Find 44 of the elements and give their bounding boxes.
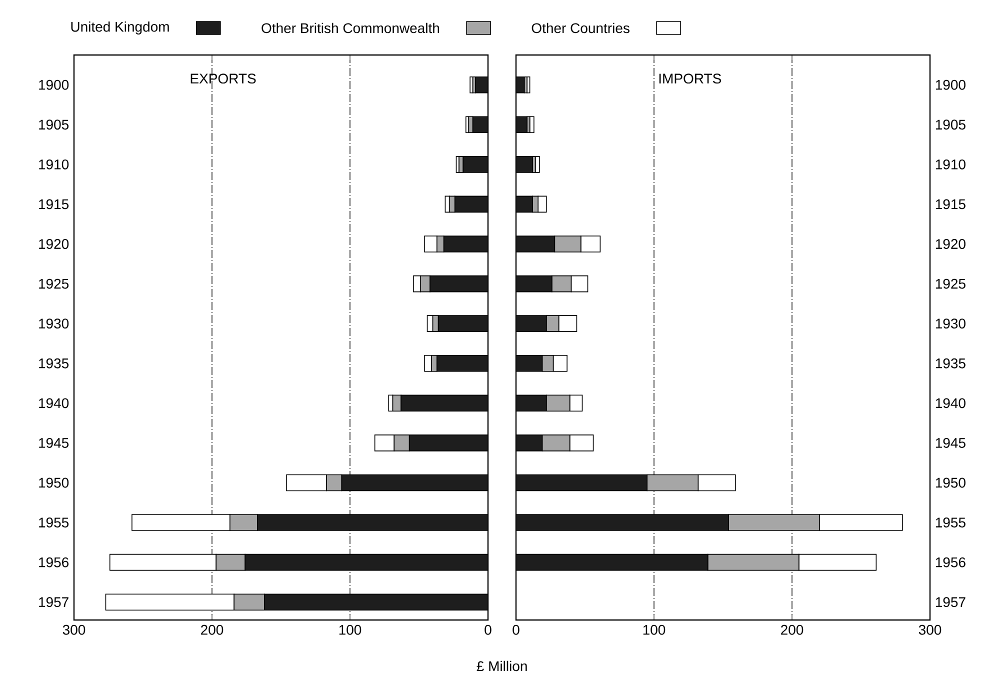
x-tick-label: 100 — [339, 624, 362, 635]
legend-label: Other Countries — [532, 22, 630, 34]
y-tick-label: 1905 — [936, 120, 966, 130]
y-tick-label: 1956 — [39, 557, 69, 568]
y-tick-label: 1900 — [936, 80, 966, 90]
x-tick-label: 300 — [918, 624, 942, 635]
y-tick-label: 1930 — [39, 318, 69, 329]
x-tick-label: 0 — [484, 624, 492, 635]
x-tick-label: 300 — [62, 624, 86, 635]
x-tick-label: 200 — [201, 624, 224, 635]
x-tick-label: 100 — [643, 624, 666, 635]
text: EXPORTS — [190, 74, 256, 84]
y-tick-label: 1955 — [936, 518, 966, 528]
y-tick-label: 1910 — [39, 159, 69, 170]
y-tick-label: 1950 — [936, 478, 966, 488]
x-tick-label: 200 — [781, 624, 804, 635]
legend-label: Other British Commonwealth — [262, 22, 440, 34]
y-tick-label: 1950 — [39, 478, 69, 488]
y-tick-label: 1945 — [39, 438, 69, 448]
x-axis-title: £ Million — [476, 660, 527, 672]
y-tick-label: 1940 — [39, 398, 69, 408]
y-tick-label: 1940 — [936, 398, 966, 408]
bar — [529, 116, 534, 134]
y-tick-label: 1957 — [39, 597, 68, 608]
y-tick-label: 1935 — [39, 358, 69, 368]
y-tick-label: 1900 — [39, 80, 69, 90]
y-tick-label: 1930 — [936, 318, 966, 329]
y-tick-label: 1920 — [936, 239, 966, 249]
text: IMPORTS — [659, 74, 722, 84]
y-tick-label: 1910 — [936, 159, 966, 170]
legend-label: United Kingdom — [71, 21, 169, 35]
x-tick-label: 0 — [512, 624, 520, 635]
y-tick-label: 1955 — [39, 518, 69, 528]
y-tick-label: 1935 — [936, 358, 966, 368]
y-tick-label: 1945 — [936, 438, 966, 448]
y-tick-label: 1956 — [936, 557, 966, 568]
bar — [534, 156, 540, 173]
y-tick-label: 1915 — [39, 199, 69, 210]
y-tick-label: 1905 — [39, 120, 69, 130]
y-tick-label: 1925 — [39, 278, 69, 289]
y-tick-label: 1920 — [39, 239, 69, 249]
y-tick-label: 1925 — [936, 278, 966, 289]
y-tick-label: 1915 — [936, 199, 966, 210]
y-tick-label: 1957 — [936, 597, 966, 608]
